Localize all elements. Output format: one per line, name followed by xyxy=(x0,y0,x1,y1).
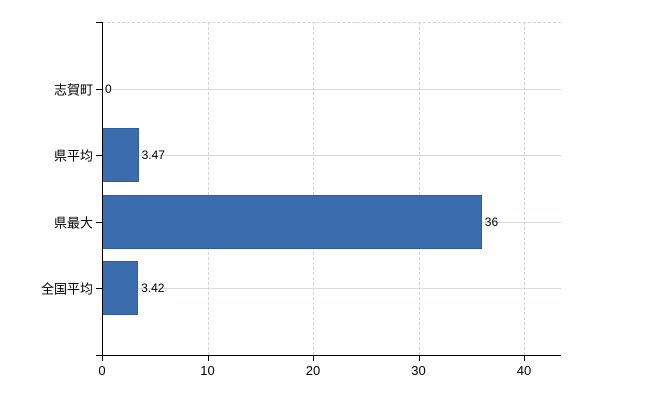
category-label: 県最大 xyxy=(53,215,93,231)
gridline-vertical xyxy=(524,22,525,355)
gridline-horizontal xyxy=(102,155,561,156)
x-tick-label: 10 xyxy=(200,363,215,378)
plot-top-border xyxy=(102,22,561,23)
y-axis-tick xyxy=(96,222,102,223)
category-label: 全国平均 xyxy=(40,281,93,297)
bar-value-label: 3.47 xyxy=(141,148,165,163)
category-label: 県平均 xyxy=(53,148,93,164)
gridline-horizontal xyxy=(102,89,561,90)
x-tick-label: 40 xyxy=(516,363,532,378)
gridline-vertical xyxy=(418,22,420,355)
x-axis-tick xyxy=(524,355,525,361)
bar-value-label: 0 xyxy=(105,81,112,96)
x-axis-tick xyxy=(207,355,209,361)
gridline-vertical xyxy=(207,22,209,355)
x-axis-tick xyxy=(418,355,420,361)
x-axis-line xyxy=(96,355,561,356)
gridline-horizontal xyxy=(102,288,561,289)
y-axis-line xyxy=(102,22,103,355)
bar-value-label: 3.42 xyxy=(141,281,165,296)
x-axis-tick xyxy=(313,355,314,361)
x-axis-tick xyxy=(102,355,103,361)
bar xyxy=(102,261,138,315)
bar xyxy=(102,128,139,182)
x-tick-label: 30 xyxy=(411,363,426,378)
y-axis-tick xyxy=(96,155,102,156)
x-tick-label: 0 xyxy=(98,363,106,378)
x-tick-label: 20 xyxy=(305,363,321,378)
y-axis-tick xyxy=(96,89,102,90)
bar-value-label: 36 xyxy=(484,214,499,229)
bar xyxy=(102,195,482,249)
y-axis-tick xyxy=(96,288,102,289)
gridline-vertical xyxy=(313,22,314,355)
category-label: 志賀町 xyxy=(53,82,93,98)
y-axis-top-tick xyxy=(96,22,102,23)
